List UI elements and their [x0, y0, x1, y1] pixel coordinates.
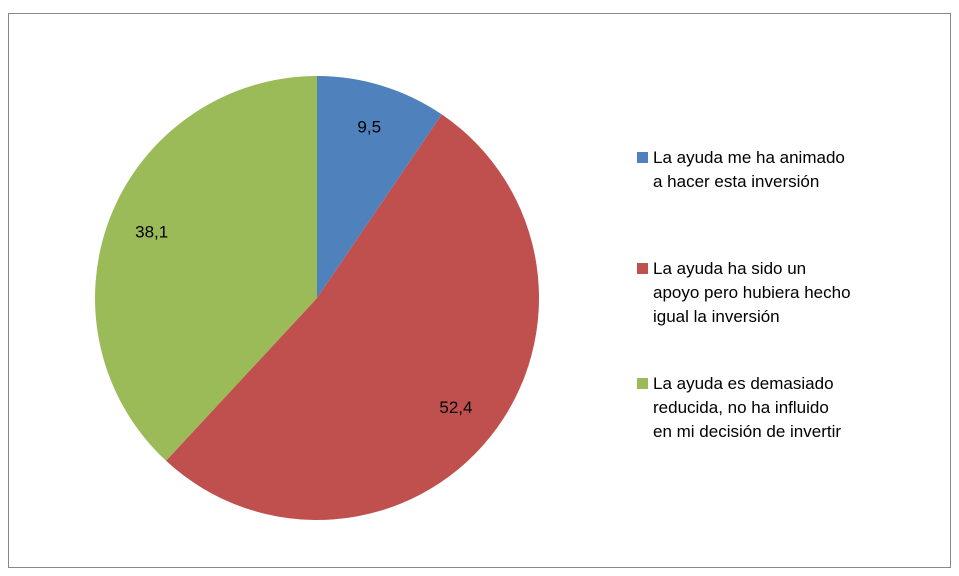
legend-item: La ayuda ha sido un apoyo pero hubiera h… [637, 257, 852, 329]
data-label: 38,1 [135, 223, 168, 242]
legend-swatch [637, 378, 648, 389]
pie-slice [94, 76, 317, 461]
pie-slice [317, 76, 442, 298]
legend-swatch [637, 152, 648, 163]
legend-item: La ayuda es demasiado reducida, no ha in… [637, 372, 852, 444]
legend-label: La ayuda es demasiado reducida, no ha in… [653, 374, 842, 441]
pie-slice [166, 114, 539, 520]
legend-swatch [637, 263, 648, 274]
legend-label: La ayuda me ha animado a hacer esta inve… [653, 148, 845, 191]
data-label: 52,4 [439, 398, 472, 417]
legend-item: La ayuda me ha animado a hacer esta inve… [637, 146, 852, 194]
legend-label: La ayuda ha sido un apoyo pero hubiera h… [653, 259, 851, 326]
data-label: 9,5 [357, 118, 381, 137]
